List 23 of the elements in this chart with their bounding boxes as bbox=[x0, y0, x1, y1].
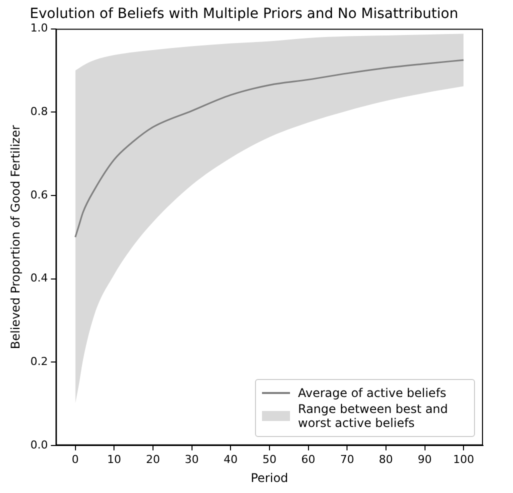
x-tick-label: 50 bbox=[262, 452, 276, 466]
x-tick-label: 100 bbox=[453, 452, 474, 466]
x-tick-label: 80 bbox=[378, 452, 393, 466]
x-tick-label: 10 bbox=[107, 452, 122, 466]
x-tick-label: 60 bbox=[301, 452, 316, 466]
line-series bbox=[74, 59, 464, 238]
y-tick-label: 0.8 bbox=[30, 104, 48, 118]
x-tick-label: 20 bbox=[146, 452, 160, 466]
legend-label: Average of active beliefs bbox=[298, 386, 446, 400]
y-tick-label: 0.6 bbox=[30, 188, 48, 202]
x-tick-label: 90 bbox=[418, 452, 432, 466]
x-tick-label: 40 bbox=[224, 452, 238, 466]
y-tick-label: 0.2 bbox=[30, 354, 48, 368]
y-tick-label: 0.4 bbox=[30, 272, 48, 285]
x-tick-label: 70 bbox=[340, 452, 354, 466]
y-axis-title: Believed Proportion of Good Fertilizer bbox=[8, 125, 22, 350]
x-axis-title: Period bbox=[250, 470, 288, 485]
x-tick-label: 0 bbox=[72, 452, 79, 466]
chart-title: Evolution of Beliefs with Multiple Priors and No Misattribution bbox=[30, 6, 458, 22]
x-tick-label: 30 bbox=[184, 452, 199, 466]
legend-label: Range between best and worst active beliefs bbox=[298, 402, 449, 430]
y-tick-label: 1.0 bbox=[30, 22, 48, 35]
y-tick-label: 0.0 bbox=[30, 438, 48, 452]
